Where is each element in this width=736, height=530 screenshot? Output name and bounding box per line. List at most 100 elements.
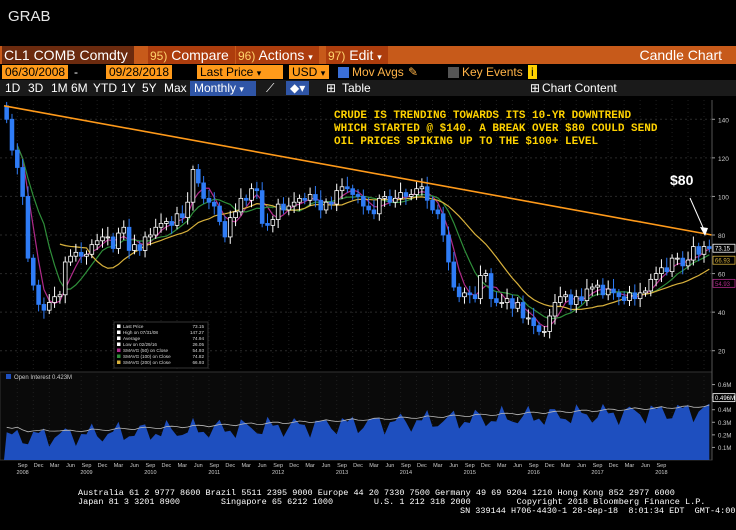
line-chart-icon[interactable]: ⟋	[266, 81, 275, 95]
security-ticker[interactable]: CL1 COMB Comdty	[2, 46, 134, 64]
candle-body	[478, 275, 483, 300]
legend-value: 74.94	[193, 336, 205, 341]
oi-tick-label: 0.4M	[718, 408, 731, 414]
frequency-select[interactable]: Monthly ▾	[190, 81, 256, 96]
candle-body	[483, 273, 489, 276]
legend-label: Last Price	[123, 324, 144, 329]
month-tick-label: Dec	[417, 463, 427, 469]
frequency-select-value: Monthly	[194, 81, 237, 95]
legend-value: 26.05	[193, 342, 205, 347]
candle-body	[568, 294, 574, 305]
price-callout: $80	[670, 172, 694, 188]
candle-body	[31, 257, 36, 286]
candle-body	[259, 190, 265, 224]
candle-body	[451, 261, 457, 288]
candlestick-series	[4, 101, 712, 339]
candle-body	[105, 236, 111, 239]
candle-body	[494, 298, 499, 303]
period-1d[interactable]: 1D	[5, 81, 21, 95]
month-tick-label: Dec	[609, 463, 619, 469]
oi-tick-label: 0.3M	[718, 421, 731, 427]
month-tick-label: Sep	[18, 463, 28, 469]
period-1y[interactable]: 1Y	[121, 81, 136, 95]
price-tag-box	[712, 278, 736, 288]
candle-body	[190, 169, 196, 203]
footer-line-2: Japan 81 3 3201 8900 Singapore 65 6212 1…	[78, 497, 706, 507]
annotation-line-2: WHICH STARTED @ $140. A BREAK OVER $80 C…	[334, 123, 658, 135]
currency-select[interactable]: USD ▾	[289, 65, 329, 79]
year-tick-label: 2017	[591, 470, 603, 476]
candle-body	[632, 292, 638, 300]
start-date-field[interactable]: 06/30/2008	[2, 65, 69, 79]
period-6m[interactable]: 6M	[71, 81, 88, 95]
chart-content-icon[interactable]: ⊞	[530, 81, 541, 95]
month-tick-label: Mar	[497, 463, 507, 469]
legend-label: SMAVG (50) on Close	[123, 348, 169, 353]
month-tick-label: Dec	[161, 463, 171, 469]
end-date-field[interactable]: 09/28/2018	[106, 65, 173, 79]
candle-body	[520, 302, 526, 319]
chart-content-button[interactable]: Chart Content	[542, 81, 617, 95]
candle-body	[275, 203, 281, 220]
month-tick-label: Sep	[657, 463, 667, 469]
candle-body	[116, 232, 121, 249]
candle-body	[408, 194, 414, 197]
compare-menu[interactable]: 95) Compare	[148, 46, 235, 65]
candle-body	[680, 257, 685, 267]
legend-swatch	[117, 324, 121, 328]
pencil-icon[interactable]: ✎	[408, 65, 419, 79]
year-tick-label: 2014	[400, 470, 412, 476]
period-1m[interactable]: 1M	[51, 81, 68, 95]
candle-body	[164, 221, 169, 224]
candle-body	[201, 182, 206, 199]
legend-value: 147.27	[190, 330, 204, 335]
draw-tools-icon[interactable]: ◆▾	[286, 81, 310, 95]
field-dropdown-icon: ▾	[256, 68, 262, 78]
candle-body	[462, 292, 467, 298]
price-tick-label: 100	[718, 194, 729, 201]
candle-body	[510, 298, 515, 309]
month-tick-label: Mar	[241, 463, 251, 469]
month-tick-label: Jun	[577, 463, 586, 469]
legend-swatch	[117, 348, 121, 352]
mov-avgs-checkbox[interactable]	[338, 67, 349, 78]
key-events-checkbox[interactable]	[448, 67, 459, 78]
edit-menu[interactable]: 97) Edit ▾	[326, 46, 388, 66]
price-tick-label: 140	[718, 117, 729, 124]
candle-body	[196, 169, 201, 184]
candle-body	[371, 209, 377, 215]
field-select[interactable]: Last Price ▾	[197, 65, 283, 79]
table-icon[interactable]: ⊞	[326, 81, 337, 95]
month-tick-label: Sep	[529, 463, 539, 469]
period-max[interactable]: Max	[164, 81, 187, 95]
price-tag-value: 73.15	[715, 247, 731, 253]
candle-body	[446, 234, 451, 263]
month-tick-label: Dec	[481, 463, 491, 469]
info-icon[interactable]: i	[528, 65, 537, 79]
period-ytd[interactable]: YTD	[93, 81, 117, 95]
candle-body	[110, 236, 116, 249]
actions-dropdown-icon: ▾	[308, 52, 313, 62]
footer-line-3: SN 339144 H706-4430-1 28-Sep-18 8:01:34 …	[460, 506, 736, 516]
month-tick-label: Mar	[178, 463, 188, 469]
candle-body	[563, 294, 568, 298]
actions-menu[interactable]: 96) Actions ▾	[236, 46, 319, 66]
footer-line-1: Australia 61 2 9777 8600 Brazil 5511 239…	[78, 488, 675, 498]
candle-body	[100, 236, 105, 242]
candle-body	[169, 221, 174, 226]
candle-body	[238, 197, 244, 213]
price-tag-value: 54.93	[715, 282, 731, 288]
candle-body	[467, 292, 473, 296]
candle-body	[675, 257, 680, 260]
candle-body	[4, 105, 9, 120]
candle-body	[616, 292, 622, 298]
period-5y[interactable]: 5Y	[142, 81, 157, 95]
period-3d[interactable]: 3D	[28, 81, 44, 95]
month-tick-label: Sep	[401, 463, 411, 469]
month-tick-label: Mar	[50, 463, 60, 469]
candle-body	[137, 244, 143, 251]
table-button[interactable]: Table	[342, 81, 371, 95]
edit-menu-label: Edit	[349, 47, 374, 63]
legend-value: 66.93	[193, 360, 205, 365]
price-tick-label: 120	[718, 156, 729, 163]
